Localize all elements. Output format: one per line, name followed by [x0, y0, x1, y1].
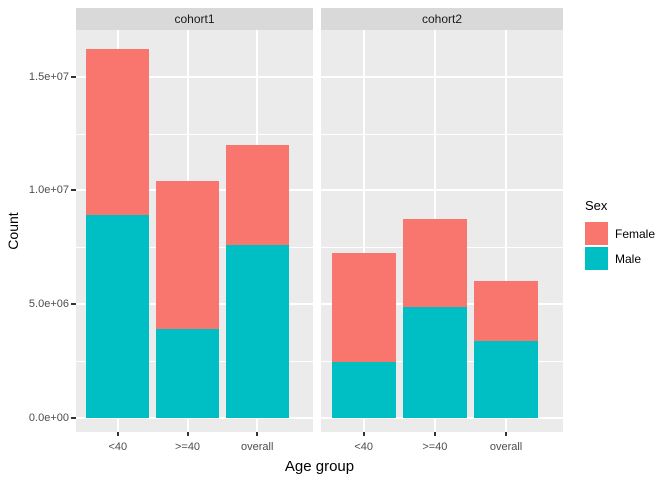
x-tick: [116, 432, 119, 436]
y-tick-label: 1.5e+07: [28, 70, 69, 83]
bar-segment-female: [156, 181, 219, 330]
x-tick: [186, 432, 189, 436]
x-tick: [256, 432, 259, 436]
gridline-major-h: [76, 75, 313, 78]
legend-item-label: Male: [615, 251, 642, 266]
gridline-major-h: [76, 416, 313, 419]
facet-panel: [76, 30, 313, 432]
x-tick-label: overall: [489, 441, 523, 453]
gridline-major-h: [321, 189, 563, 192]
x-axis-title: Age group: [284, 458, 355, 475]
gridline-major-v: [505, 30, 508, 432]
y-tick: [71, 189, 76, 192]
legend-swatch-male: [585, 247, 608, 270]
bar-segment-male: [331, 362, 396, 418]
legend-items: Female Male: [585, 222, 672, 270]
bar-segment-male: [402, 306, 467, 418]
bar-segment-female: [225, 144, 289, 245]
bar-segment-male: [225, 244, 289, 418]
gridline-major-h: [321, 75, 563, 78]
x-tick: [362, 432, 365, 436]
legend-item: Male: [585, 247, 672, 270]
gridline-minor-h: [321, 133, 563, 135]
y-axis-title: Count: [5, 212, 21, 250]
bar-segment-female: [86, 49, 150, 216]
bar-segment-female: [402, 219, 467, 307]
legend: Sex Female Male: [585, 198, 672, 272]
facet-strip: cohort2: [321, 8, 563, 30]
legend-item-label: Female: [615, 226, 656, 241]
x-tick: [505, 432, 508, 436]
y-tick-label: 5.0e+06: [28, 298, 69, 311]
facet-panel: [321, 30, 563, 432]
legend-title: Sex: [585, 198, 608, 213]
y-tick: [71, 75, 76, 78]
bar-segment-male: [156, 329, 219, 418]
bar-segment-female: [474, 281, 539, 342]
x-tick-label: <40: [354, 441, 374, 453]
bar-segment-male: [474, 341, 539, 418]
y-tick: [71, 416, 76, 419]
facet-strip: cohort1: [76, 8, 313, 30]
bar-segment-female: [331, 252, 396, 362]
x-tick-label: >=40: [422, 441, 448, 453]
bar-segment-male: [86, 215, 150, 418]
y-tick-label: 1.0e+07: [28, 184, 69, 197]
x-tick-label: >=40: [174, 441, 201, 453]
x-tick: [433, 432, 436, 436]
y-tick-label: 0.0e+00: [28, 411, 69, 424]
legend-swatch-female: [585, 222, 608, 245]
legend-item: Female: [585, 222, 672, 245]
gridline-major-v: [362, 30, 365, 432]
x-tick-label: <40: [108, 441, 128, 453]
y-tick: [71, 303, 76, 306]
x-tick-label: overall: [241, 441, 274, 453]
gridline-major-h: [321, 416, 563, 419]
gridline-minor-h: [76, 133, 313, 135]
